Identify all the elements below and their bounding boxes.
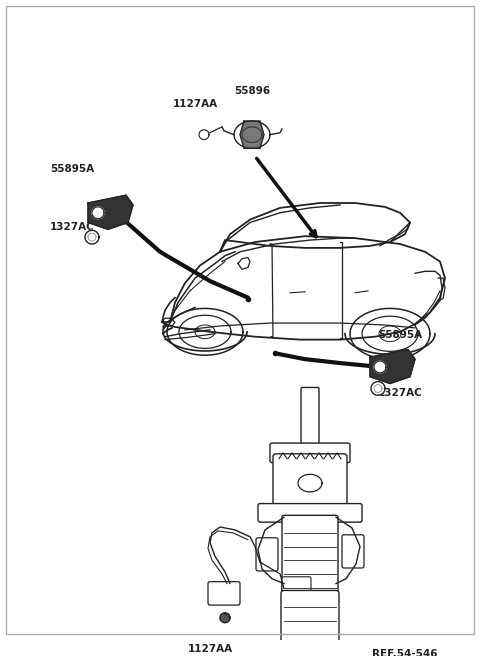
Polygon shape: [240, 121, 264, 148]
Circle shape: [374, 361, 386, 373]
FancyBboxPatch shape: [270, 443, 350, 462]
FancyBboxPatch shape: [301, 388, 319, 453]
FancyBboxPatch shape: [256, 538, 278, 571]
Text: 1327AC: 1327AC: [50, 222, 95, 232]
Text: 1127AA: 1127AA: [187, 644, 233, 654]
Text: REF.54-546: REF.54-546: [372, 649, 437, 656]
Circle shape: [199, 130, 209, 140]
Circle shape: [85, 230, 99, 244]
Text: 1327AC: 1327AC: [378, 388, 423, 398]
Circle shape: [371, 382, 385, 396]
Polygon shape: [370, 350, 415, 384]
FancyBboxPatch shape: [258, 504, 362, 522]
FancyBboxPatch shape: [342, 535, 364, 568]
Text: 1127AA: 1127AA: [172, 99, 217, 110]
Text: 55895A: 55895A: [378, 329, 422, 340]
FancyBboxPatch shape: [208, 582, 240, 605]
FancyBboxPatch shape: [282, 516, 338, 597]
FancyBboxPatch shape: [281, 590, 339, 656]
Polygon shape: [88, 195, 133, 230]
Circle shape: [92, 207, 104, 218]
Text: 55895A: 55895A: [50, 164, 94, 174]
Polygon shape: [220, 613, 230, 623]
FancyBboxPatch shape: [282, 577, 311, 598]
Text: 55896: 55896: [234, 86, 270, 96]
FancyBboxPatch shape: [273, 454, 347, 514]
